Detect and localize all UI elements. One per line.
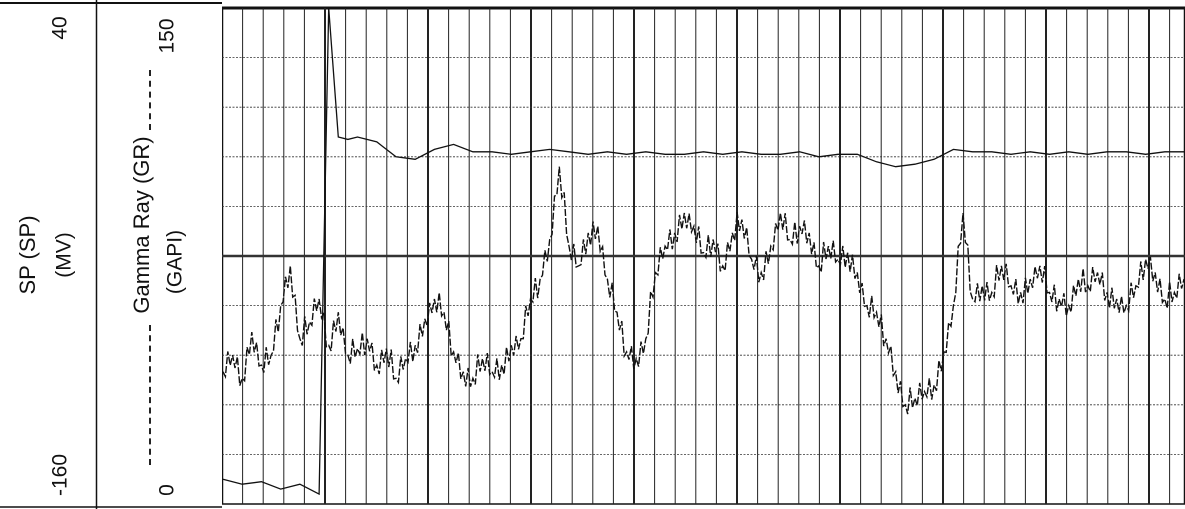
gr-curve-line (222, 166, 1185, 415)
log-grid (222, 6, 1185, 505)
log-header: SP (SP) (MV) 40 -160 Gamma Ray (GR) (GAP… (0, 0, 222, 509)
gr-track-header: Gamma Ray (GR) (GAPI) 150 0 (97, 0, 221, 509)
log-plot (222, 6, 1185, 505)
header-frame (0, 0, 222, 509)
sp-curve-line (222, 7, 1184, 496)
log-curves (222, 7, 1185, 496)
gr-scale-line-bottom (149, 325, 151, 465)
gr-scale-line-top (149, 70, 151, 130)
